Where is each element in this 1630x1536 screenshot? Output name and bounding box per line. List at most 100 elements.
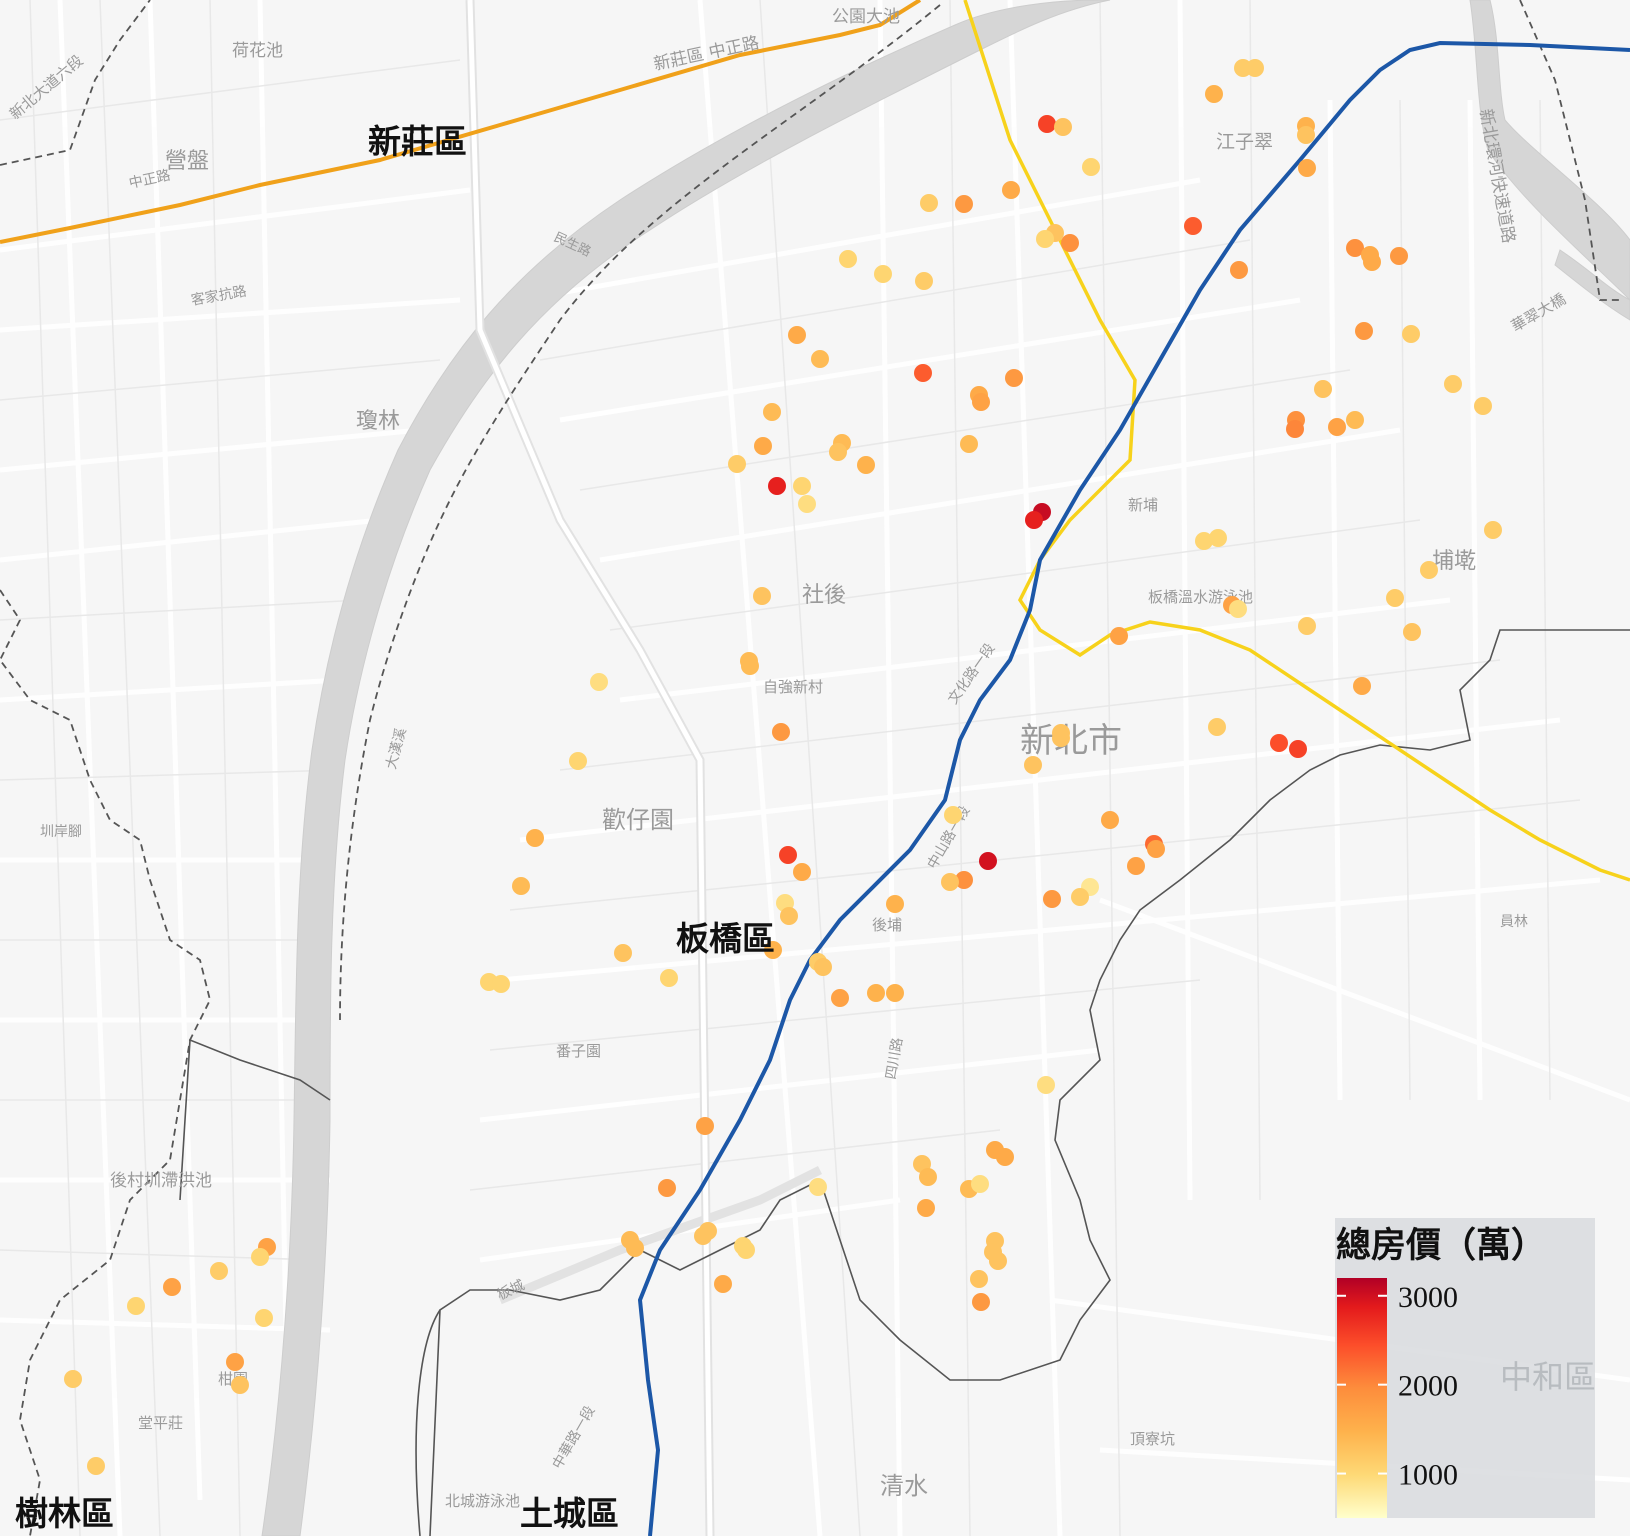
price-point[interactable] (753, 587, 771, 605)
price-point[interactable] (1289, 740, 1307, 758)
price-point[interactable] (1270, 734, 1288, 752)
price-point[interactable] (1005, 369, 1023, 387)
price-point[interactable] (768, 477, 786, 495)
price-point[interactable] (972, 393, 990, 411)
price-point[interactable] (793, 863, 811, 881)
price-point[interactable] (1403, 623, 1421, 641)
price-point[interactable] (788, 326, 806, 344)
price-point[interactable] (1298, 159, 1316, 177)
price-point[interactable] (1346, 239, 1364, 257)
price-point[interactable] (590, 673, 608, 691)
price-point[interactable] (857, 456, 875, 474)
price-point[interactable] (1036, 230, 1054, 248)
price-point[interactable] (1195, 532, 1213, 550)
price-point[interactable] (779, 846, 797, 864)
price-point[interactable] (1038, 115, 1056, 133)
price-point[interactable] (1386, 589, 1404, 607)
price-point[interactable] (1328, 418, 1346, 436)
price-point[interactable] (1230, 261, 1248, 279)
price-point[interactable] (763, 403, 781, 421)
price-point[interactable] (886, 895, 904, 913)
price-point[interactable] (944, 806, 962, 824)
price-point[interactable] (1184, 217, 1202, 235)
price-point[interactable] (1147, 840, 1165, 858)
price-point[interactable] (1208, 718, 1226, 736)
price-point[interactable] (1043, 890, 1061, 908)
price-point[interactable] (867, 984, 885, 1002)
price-point[interactable] (1298, 617, 1316, 635)
price-point[interactable] (569, 752, 587, 770)
price-point[interactable] (1353, 677, 1371, 695)
price-point[interactable] (1205, 85, 1223, 103)
price-point[interactable] (1052, 729, 1070, 747)
price-point[interactable] (970, 1270, 988, 1288)
price-point[interactable] (1297, 126, 1315, 144)
price-point[interactable] (512, 877, 530, 895)
price-point[interactable] (886, 984, 904, 1002)
price-point[interactable] (728, 455, 746, 473)
price-point[interactable] (1025, 511, 1043, 529)
price-point[interactable] (1484, 521, 1502, 539)
price-point[interactable] (1061, 234, 1079, 252)
price-point[interactable] (798, 495, 816, 513)
price-point[interactable] (780, 907, 798, 925)
price-point[interactable] (87, 1457, 105, 1475)
price-point[interactable] (1363, 253, 1381, 271)
price-point[interactable] (920, 194, 938, 212)
price-point[interactable] (1082, 158, 1100, 176)
price-point[interactable] (1355, 322, 1373, 340)
price-point[interactable] (874, 265, 892, 283)
price-point[interactable] (1110, 627, 1128, 645)
price-point[interactable] (979, 852, 997, 870)
price-point[interactable] (694, 1227, 712, 1245)
price-point[interactable] (251, 1248, 269, 1266)
price-point[interactable] (737, 1241, 755, 1259)
price-point[interactable] (941, 873, 959, 891)
price-point[interactable] (1346, 411, 1364, 429)
price-point[interactable] (793, 477, 811, 495)
price-point[interactable] (1127, 857, 1145, 875)
price-point[interactable] (989, 1252, 1007, 1270)
price-point[interactable] (1390, 247, 1408, 265)
price-point[interactable] (526, 829, 544, 847)
price-point[interactable] (811, 350, 829, 368)
price-point[interactable] (1420, 561, 1438, 579)
price-point[interactable] (64, 1370, 82, 1388)
price-point[interactable] (255, 1309, 273, 1327)
price-point[interactable] (831, 989, 849, 1007)
price-point[interactable] (955, 195, 973, 213)
price-point[interactable] (839, 250, 857, 268)
price-point[interactable] (764, 941, 782, 959)
price-point[interactable] (660, 969, 678, 987)
price-point[interactable] (972, 1293, 990, 1311)
price-point[interactable] (960, 435, 978, 453)
price-point[interactable] (163, 1278, 181, 1296)
price-point[interactable] (971, 1175, 989, 1193)
price-point[interactable] (1071, 888, 1089, 906)
price-point[interactable] (1314, 380, 1332, 398)
price-point[interactable] (1209, 529, 1227, 547)
price-point[interactable] (829, 443, 847, 461)
price-point[interactable] (996, 1148, 1014, 1166)
price-point[interactable] (1101, 811, 1119, 829)
price-point[interactable] (1002, 181, 1020, 199)
price-point[interactable] (226, 1353, 244, 1371)
price-point[interactable] (696, 1117, 714, 1135)
price-point[interactable] (1444, 375, 1462, 393)
price-point[interactable] (917, 1199, 935, 1217)
price-point[interactable] (492, 975, 510, 993)
price-point[interactable] (1037, 1076, 1055, 1094)
price-point[interactable] (658, 1179, 676, 1197)
price-point[interactable] (772, 723, 790, 741)
price-point[interactable] (814, 958, 832, 976)
price-point[interactable] (1229, 600, 1247, 618)
price-point[interactable] (915, 272, 933, 290)
price-point[interactable] (1402, 325, 1420, 343)
price-point[interactable] (1474, 397, 1492, 415)
price-point[interactable] (754, 437, 772, 455)
price-point[interactable] (231, 1376, 249, 1394)
price-point[interactable] (809, 1178, 827, 1196)
price-point[interactable] (919, 1168, 937, 1186)
price-point[interactable] (626, 1239, 644, 1257)
price-point[interactable] (714, 1275, 732, 1293)
